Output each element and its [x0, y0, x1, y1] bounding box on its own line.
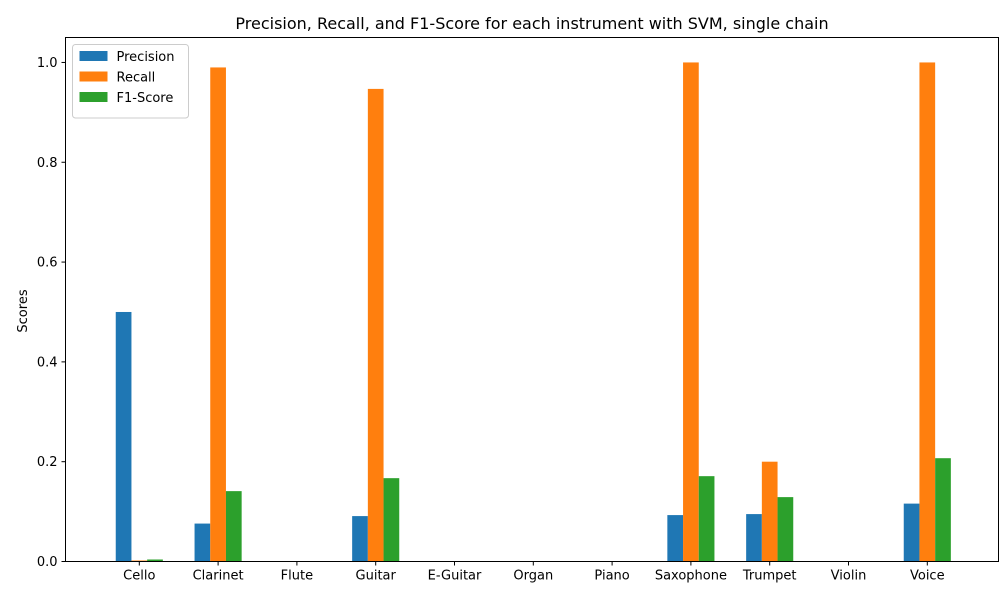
y-tick-label: 0.4: [37, 355, 58, 370]
bar-precision-guitar: [352, 516, 368, 562]
bar-f1-score-clarinet: [225, 491, 242, 562]
x-tick-label: Saxophone: [655, 569, 727, 584]
x-tick-label: Cello: [123, 569, 155, 584]
legend-swatch-precision: [79, 51, 108, 61]
legend-label-recall: Recall: [117, 71, 156, 86]
y-tick-label: 0.6: [37, 256, 58, 271]
bar-recall-guitar: [367, 88, 384, 562]
y-tick-label: 0.8: [37, 156, 58, 171]
chart-title: Precision, Recall, and F1-Score for each…: [235, 14, 828, 33]
bar-recall-trumpet: [761, 461, 778, 562]
x-tick-label: Voice: [910, 569, 945, 584]
bar-precision-clarinet: [194, 523, 211, 562]
x-tick-label: E-Guitar: [428, 569, 482, 584]
bar-precision-trumpet: [746, 514, 762, 562]
legend-swatch-f1-score: [79, 92, 108, 102]
bars-group: [115, 62, 951, 562]
x-tick-label: Trumpet: [742, 569, 797, 584]
legend-label-f1-score: F1-Score: [117, 91, 174, 106]
bar-recall-clarinet: [210, 67, 226, 562]
x-ticks-group: Cello Clarinet Flute Guitar E-Guitar Organ Pia…: [123, 561, 945, 584]
bar-recall-voice: [919, 62, 936, 562]
x-tick-label: Guitar: [356, 569, 397, 584]
y-axis-label: Scores: [16, 289, 31, 332]
y-tick-label: 1.0: [37, 56, 58, 71]
bar-f1-score-guitar: [383, 478, 400, 562]
legend: Precision Recall F1-Score: [72, 44, 189, 119]
bar-f1-score-saxophone: [698, 476, 715, 562]
x-tick-label: Piano: [594, 569, 629, 584]
y-tick-label: 0.2: [37, 455, 58, 470]
bar-f1-score-trumpet: [777, 497, 794, 562]
bar-f1-score-cello: [147, 559, 163, 562]
plot-frame: [65, 37, 999, 562]
x-tick-label: Clarinet: [193, 569, 244, 584]
x-tick-label: Organ: [513, 569, 553, 584]
legend-label-precision: Precision: [117, 50, 175, 65]
bar-recall-saxophone: [683, 62, 699, 562]
bar-precision-cello: [115, 311, 132, 562]
bar-precision-saxophone: [667, 515, 684, 562]
bar-precision-voice: [903, 503, 920, 562]
y-tick-label: 0.0: [37, 555, 58, 570]
y-ticks-group: 0.0 0.2 0.4 0.6 0.8 1.0: [37, 56, 66, 570]
legend-swatch-recall: [79, 71, 108, 82]
bar-f1-score-voice: [935, 458, 951, 562]
x-tick-label: Violin: [831, 569, 867, 584]
x-tick-label: Flute: [281, 569, 313, 584]
